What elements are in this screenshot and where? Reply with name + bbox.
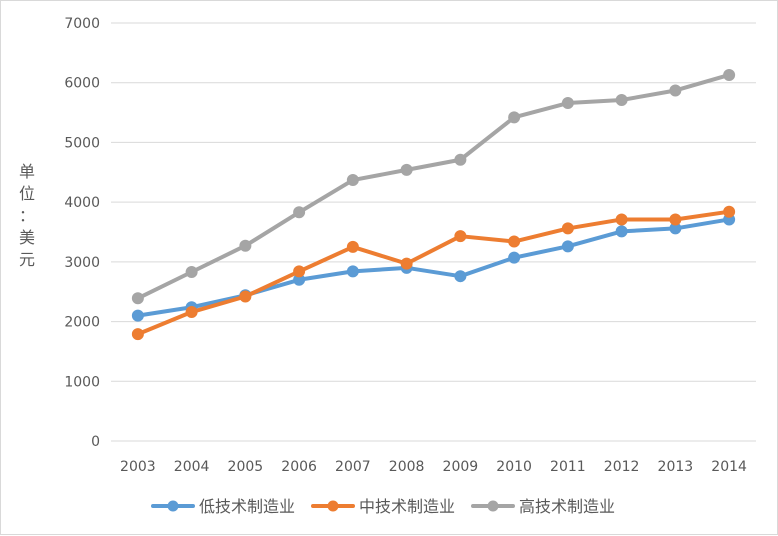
legend-marker	[167, 500, 179, 512]
y-axis-label-char: ：	[18, 206, 35, 225]
data-point	[400, 257, 413, 270]
data-point	[561, 240, 574, 253]
data-point	[239, 290, 252, 303]
data-point	[346, 240, 359, 253]
x-tick-label: 2005	[228, 459, 264, 475]
data-point	[508, 251, 521, 264]
legend-label: 低技术制造业	[199, 497, 295, 516]
data-point	[131, 328, 144, 341]
y-tick-label: 4000	[64, 195, 100, 211]
y-tick-label: 7000	[64, 16, 100, 32]
y-axis-label-char: 美	[18, 228, 35, 247]
data-point	[293, 265, 306, 278]
data-point	[346, 174, 359, 187]
legend-label: 高技术制造业	[519, 497, 615, 516]
series-line-3	[135, 72, 732, 301]
y-tick-label: 5000	[64, 135, 100, 151]
y-axis-label-char: 元	[18, 250, 35, 269]
data-point	[723, 205, 736, 218]
data-point	[185, 266, 198, 279]
data-point	[669, 213, 682, 226]
data-point	[454, 230, 467, 243]
legend-label: 中技术制造业	[359, 497, 455, 516]
data-point	[346, 265, 359, 278]
data-point	[454, 153, 467, 166]
data-point	[293, 206, 306, 219]
data-point	[723, 68, 736, 81]
x-tick-label: 2011	[550, 459, 586, 475]
x-tick-label: 2010	[496, 459, 532, 475]
x-tick-label: 2008	[389, 459, 425, 475]
x-tick-label: 2009	[443, 459, 479, 475]
x-tick-label: 2006	[281, 459, 317, 475]
y-tick-label: 1000	[64, 374, 100, 390]
y-tick-label: 0	[91, 434, 100, 450]
x-tick-label: 2013	[658, 459, 694, 475]
y-tick-label: 2000	[64, 315, 100, 331]
data-point	[239, 239, 252, 252]
data-point	[508, 235, 521, 248]
data-point	[615, 225, 628, 238]
data-point	[185, 306, 198, 319]
y-tick-label: 3000	[64, 255, 100, 271]
x-tick-label: 2014	[711, 459, 747, 475]
x-tick-label: 2003	[120, 459, 156, 475]
data-point	[615, 213, 628, 226]
data-point	[400, 163, 413, 176]
x-tick-label: 2004	[174, 459, 210, 475]
series-line-2	[135, 209, 732, 337]
data-point	[561, 222, 574, 235]
y-tick-label: 6000	[64, 76, 100, 92]
y-axis-label-char: 位	[18, 184, 35, 203]
x-tick-label: 2012	[604, 459, 640, 475]
y-axis-label: 单 位 ： 美 元	[15, 161, 39, 271]
data-point	[508, 111, 521, 124]
data-point	[131, 292, 144, 305]
data-point	[669, 84, 682, 97]
data-point	[561, 97, 574, 110]
data-point	[454, 270, 467, 283]
x-tick-label: 2007	[335, 459, 371, 475]
legend-marker	[487, 500, 499, 512]
y-axis-label-char: 单	[18, 162, 35, 181]
data-point	[615, 94, 628, 107]
legend-marker	[327, 500, 339, 512]
data-point	[131, 309, 144, 322]
